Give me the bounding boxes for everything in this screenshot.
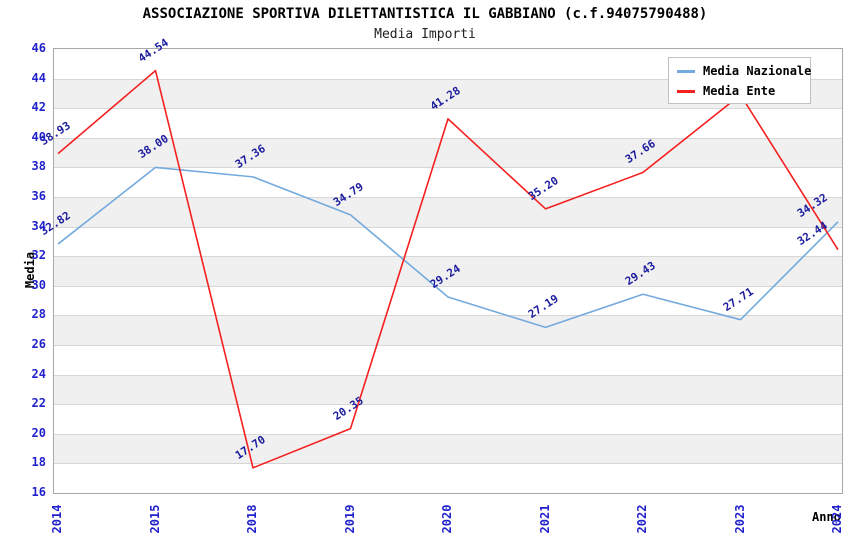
gridline xyxy=(54,315,842,316)
x-tick: 2015 xyxy=(147,504,162,534)
gridline xyxy=(54,286,842,287)
plot-band xyxy=(54,285,842,316)
line-media-ente xyxy=(57,69,839,469)
series-lines xyxy=(57,69,839,469)
legend-swatch-media-nazionale xyxy=(677,69,695,73)
y-tick: 34 xyxy=(31,218,46,233)
legend-label: Media Ente xyxy=(703,84,776,98)
y-tick: 30 xyxy=(31,277,46,292)
y-tick: 20 xyxy=(31,425,46,440)
gridline xyxy=(54,345,842,346)
y-tick: 42 xyxy=(31,100,46,115)
gridline xyxy=(54,79,842,80)
x-axis-label: Anno xyxy=(812,510,841,524)
plot-band xyxy=(54,226,842,257)
gridline xyxy=(54,256,842,257)
gridline xyxy=(54,404,842,405)
x-tick: 2018 xyxy=(245,504,259,534)
x-tick: 2024 xyxy=(830,504,844,534)
y-tick: 24 xyxy=(31,366,46,381)
gridline xyxy=(54,138,842,139)
legend-item: Media Nazionale xyxy=(677,63,811,79)
legend-label: Media Nazionale xyxy=(703,64,812,78)
x-tick: 2020 xyxy=(440,504,454,534)
chart-subtitle: Media Importi xyxy=(374,27,476,42)
legend-item: Media Ente xyxy=(677,83,802,99)
plot-band xyxy=(54,463,842,493)
y-tick: 18 xyxy=(31,455,46,470)
y-tick: 44 xyxy=(31,70,46,85)
y-tick: 38 xyxy=(31,159,46,174)
y-tick: 36 xyxy=(31,189,46,203)
y-tick: 40 xyxy=(31,129,46,144)
line-media-nazionale xyxy=(57,166,839,329)
plot-band xyxy=(54,374,842,405)
plot-area: 32.82 38.00 37.36 34.79 29.24 27.19 29.43 27.71… xyxy=(38,36,843,494)
gridline xyxy=(54,197,842,198)
gridline xyxy=(54,375,842,376)
gridline xyxy=(54,227,842,228)
plot-band xyxy=(54,137,842,168)
x-tick: 2014 xyxy=(50,504,64,534)
legend-swatch-media-ente xyxy=(677,89,695,93)
plot-band xyxy=(54,433,842,464)
gridline xyxy=(54,167,842,168)
plot-band xyxy=(54,315,842,345)
plot-band xyxy=(54,404,842,434)
y-tick: 32 xyxy=(31,248,46,263)
plot-band xyxy=(54,345,842,375)
y-tick: 28 xyxy=(31,307,46,322)
x-tick: 2019 xyxy=(342,504,357,534)
x-tick: 2022 xyxy=(635,504,649,534)
y-tick: 26 xyxy=(31,337,46,351)
plot-band xyxy=(54,108,842,138)
x-tick: 2021 xyxy=(537,504,552,534)
y-tick: 22 xyxy=(31,396,46,411)
y-tick: 46 xyxy=(31,41,46,55)
gridline xyxy=(54,463,842,464)
chart-title: ASSOCIAZIONE SPORTIVA DILETTANTISTICA IL… xyxy=(142,6,708,22)
plot-band xyxy=(54,197,842,227)
gridline xyxy=(54,434,842,435)
legend: Media Nazionale Media Ente xyxy=(668,57,811,104)
plot-band xyxy=(54,256,842,286)
y-tick: 16 xyxy=(31,485,46,499)
x-tick: 2023 xyxy=(732,504,747,534)
gridline xyxy=(54,108,842,109)
